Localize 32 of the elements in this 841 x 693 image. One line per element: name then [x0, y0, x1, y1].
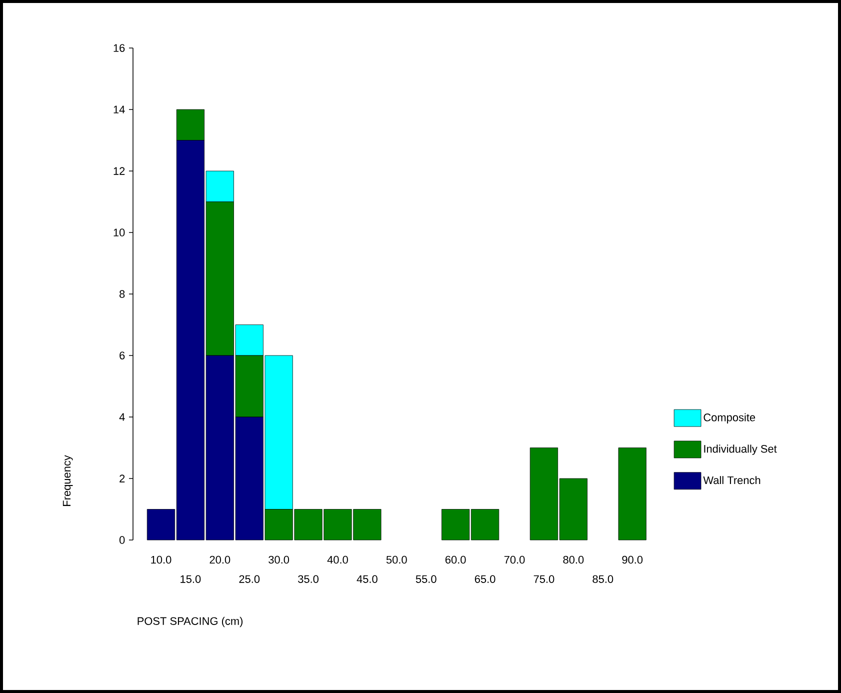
x-tick-label: 75.0	[534, 575, 554, 583]
y-tick-label: 0	[119, 536, 125, 544]
x-tick-label: 90.0	[622, 556, 643, 564]
x-tick-label: 60.0	[445, 556, 466, 564]
y-tick-label: 8	[120, 290, 125, 298]
x-tick-label: 40.0	[327, 556, 348, 564]
y-tick-label: 16	[114, 44, 125, 52]
x-tick-label: 50.0	[386, 556, 407, 564]
x-tick-label: 35.0	[298, 575, 319, 583]
x-tick-label: 25.0	[239, 575, 260, 583]
x-tick-label: 20.0	[210, 556, 230, 564]
x-tick-label: 15.0	[180, 575, 201, 583]
x-tick-label: 45.0	[356, 575, 378, 583]
x-tick-label: 30.0	[268, 556, 290, 564]
y-tick-label: 12	[114, 167, 125, 175]
bar	[618, 448, 646, 540]
x-tick-label: 70.0	[504, 556, 525, 564]
x-tick-label: 80.0	[563, 556, 584, 564]
x-tick-label: 55.0	[416, 575, 436, 583]
x-axis-title: POST SPACING (cm)	[138, 616, 243, 628]
y-tick-label: 2	[120, 474, 125, 482]
legend-label: Composite	[704, 413, 756, 424]
legend-label: Individually Set	[704, 444, 777, 455]
y-tick-label: 4	[119, 413, 125, 421]
y-tick-label: 6	[120, 352, 125, 360]
y-tick-label: 14	[114, 106, 125, 114]
x-tick-label: 10.0	[151, 556, 172, 564]
y-tick-label: 10	[114, 228, 125, 236]
x-tick-label: 65.0	[474, 575, 496, 583]
legend-label: Wall Trench	[703, 476, 760, 484]
y-axis-title: Frequency	[62, 455, 73, 506]
x-tick-label: 85.0	[592, 575, 614, 583]
